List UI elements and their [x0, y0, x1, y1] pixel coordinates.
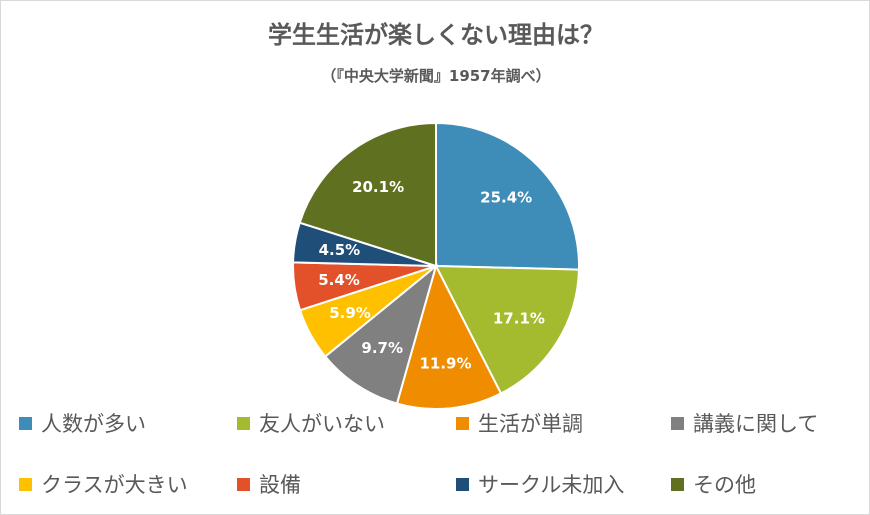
slice-data-label: 5.4% [318, 271, 360, 289]
legend-label: 友人がいない [259, 412, 385, 436]
legend-label: 設備 [259, 473, 301, 497]
slice-data-label: 17.1% [493, 309, 545, 327]
pie-slice [434, 264, 580, 395]
legend-swatch [456, 416, 469, 430]
slice-data-label: 11.9% [419, 355, 471, 373]
pie-slice [298, 121, 437, 268]
legend-swatch [671, 477, 684, 491]
legend-label: 人数が多い [41, 412, 146, 436]
legend-item: 生活が単調 [456, 408, 583, 438]
legend-label: 講義に関して [693, 412, 819, 436]
legend-item: その他 [671, 469, 756, 499]
legend-label: クラスが大きい [41, 473, 188, 497]
chart-subtitle: （『中央大学新聞』1957年調べ） [321, 67, 551, 85]
pie-slice [395, 263, 503, 410]
legend-swatch [19, 416, 32, 430]
slice-data-label: 4.5% [319, 241, 361, 259]
legend-item: 友人がいない [237, 408, 385, 438]
legend-item: 講義に関して [671, 408, 818, 438]
legend-swatch [237, 416, 250, 430]
slice-data-label: 25.4% [480, 189, 532, 207]
slice-data-label: 5.9% [329, 304, 371, 322]
legend-label: その他 [693, 473, 756, 497]
legend-swatch [237, 477, 250, 491]
slice-data-label: 9.7% [361, 339, 403, 357]
legend-item: 設備 [237, 469, 301, 499]
legend-swatch [456, 477, 469, 491]
legend-label: サークル未加入 [478, 473, 625, 497]
legend-item: 人数が多い [19, 408, 146, 438]
pie-slice [435, 121, 580, 271]
pie-slice [323, 263, 438, 405]
legend-label: 生活が単調 [478, 412, 583, 436]
legend-swatch [671, 416, 684, 430]
slice-data-label: 20.1% [352, 178, 404, 196]
chart-title: 学生生活が楽しくない理由は？ [268, 21, 604, 49]
legend-swatch [19, 477, 32, 491]
legend-item: サークル未加入 [456, 469, 624, 499]
legend-item: クラスが大きい [19, 469, 188, 499]
